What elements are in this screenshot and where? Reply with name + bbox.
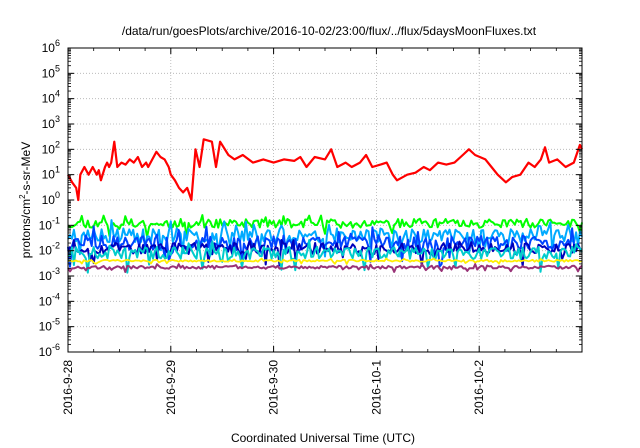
chart-title: /data/run/goesPlots/archive/2016-10-02/2…: [122, 24, 537, 38]
y-tick-label: 105: [42, 63, 60, 80]
series-line-5: [67, 239, 583, 267]
x-tick-label: 2016-9-28: [61, 360, 75, 415]
y-tick-label: 10-6: [39, 342, 60, 359]
y-axis-label-base: protons/cm: [19, 199, 33, 258]
series-line-8: [67, 263, 583, 273]
y-tick-label: 102: [42, 139, 60, 156]
y-tick-label: 100: [42, 190, 60, 207]
y-tick-label: 10-5: [39, 317, 60, 334]
y-tick-label: 106: [42, 38, 60, 55]
series-line-6: [67, 239, 583, 274]
y-axis-label: protons/cm2-s-sr-MeV: [18, 142, 33, 258]
x-tick-label: 2016-10-2: [472, 360, 486, 415]
series-line-2: [67, 214, 583, 238]
series-line-3: [67, 219, 583, 258]
series-line-1: [67, 138, 583, 202]
y-tick-label: 10-4: [39, 291, 60, 308]
y-tick-label: 10-1: [39, 215, 60, 232]
y-axis-label-rest: -s-sr-MeV: [19, 142, 33, 195]
y-tick-label: 10-3: [39, 266, 60, 283]
x-tick-labels: 2016-9-28 2016-9-29 2016-9-30 2016-10-1 2016…: [61, 360, 486, 415]
x-tick-label: 2016-10-1: [369, 360, 383, 415]
y-axis-label-sup: 2: [18, 194, 27, 199]
x-tick-label: 2016-9-29: [164, 360, 178, 415]
y-tick-label: 104: [42, 89, 60, 106]
y-tick-labels: 106 105 104 103 102 101 100 10-1 10-2 10-3 10-4 10-…: [39, 38, 60, 359]
y-tick-label: 101: [42, 165, 60, 182]
x-axis-label: Coordinated Universal Time (UTC): [231, 431, 415, 445]
x-tick-label: 2016-9-30: [267, 360, 281, 415]
series-group: [67, 138, 583, 274]
series-line-7: [67, 257, 583, 265]
y-tick-label: 103: [42, 114, 60, 131]
y-tick-label: 10-2: [39, 241, 60, 258]
axis-ticks: [67, 47, 582, 353]
